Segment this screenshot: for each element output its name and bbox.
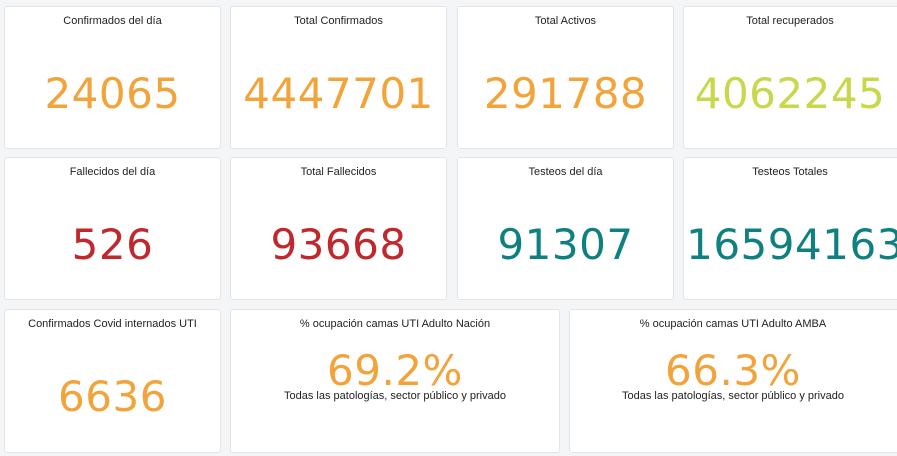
- card-title: % ocupación camas UTI Adulto Nación: [299, 318, 491, 330]
- card-subtitle: Todas las patologías, sector público y p…: [622, 390, 844, 402]
- card-value: 69.2%: [327, 346, 463, 395]
- card-confirmados-internados-uti: Confirmados Covid internados UTI 6636: [4, 309, 221, 453]
- card-value: 6636: [58, 372, 167, 421]
- card-value: 4062245: [694, 69, 886, 118]
- card-title: Confirmados del día: [63, 15, 162, 27]
- card-value: 4447701: [243, 69, 434, 118]
- card-title: Total Activos: [534, 15, 597, 27]
- card-total-fallecidos: Total Fallecidos 93668: [230, 157, 447, 300]
- card-value: 24065: [44, 69, 181, 118]
- card-title: Total recuperados: [746, 15, 834, 27]
- card-value: 526: [71, 220, 154, 269]
- card-fallecidos-del-dia: Fallecidos del día 526: [4, 157, 221, 300]
- card-title: Testeos Totales: [752, 166, 828, 178]
- card-ocupacion-uti-amba: % ocupación camas UTI Adulto AMBA 66.3% …: [569, 309, 897, 453]
- card-total-activos: Total Activos 291788: [457, 6, 674, 149]
- card-value: 66.3%: [665, 346, 801, 395]
- card-subtitle: Todas las patologías, sector público y p…: [284, 390, 506, 402]
- card-total-recuperados: Total recuperados 4062245: [683, 6, 897, 149]
- card-total-confirmados: Total Confirmados 4447701: [230, 6, 447, 149]
- card-value: 91307: [497, 220, 634, 269]
- card-title: Fallecidos del día: [69, 166, 156, 178]
- card-title: Testeos del día: [528, 166, 603, 178]
- card-value: 16594163: [686, 220, 897, 269]
- card-value: 93668: [270, 220, 407, 269]
- card-ocupacion-uti-nacion: % ocupación camas UTI Adulto Nación 69.2…: [230, 309, 560, 453]
- card-title: % ocupación camas UTI Adulto AMBA: [639, 318, 827, 330]
- card-confirmados-del-dia: Confirmados del día 24065: [4, 6, 221, 149]
- card-title: Confirmados Covid internados UTI: [28, 318, 197, 330]
- card-title: Total Confirmados: [294, 15, 383, 27]
- card-title: Total Fallecidos: [300, 166, 377, 178]
- card-testeos-del-dia: Testeos del día 91307: [457, 157, 674, 300]
- card-value: 291788: [483, 69, 648, 118]
- card-testeos-totales: Testeos Totales 16594163: [683, 157, 897, 300]
